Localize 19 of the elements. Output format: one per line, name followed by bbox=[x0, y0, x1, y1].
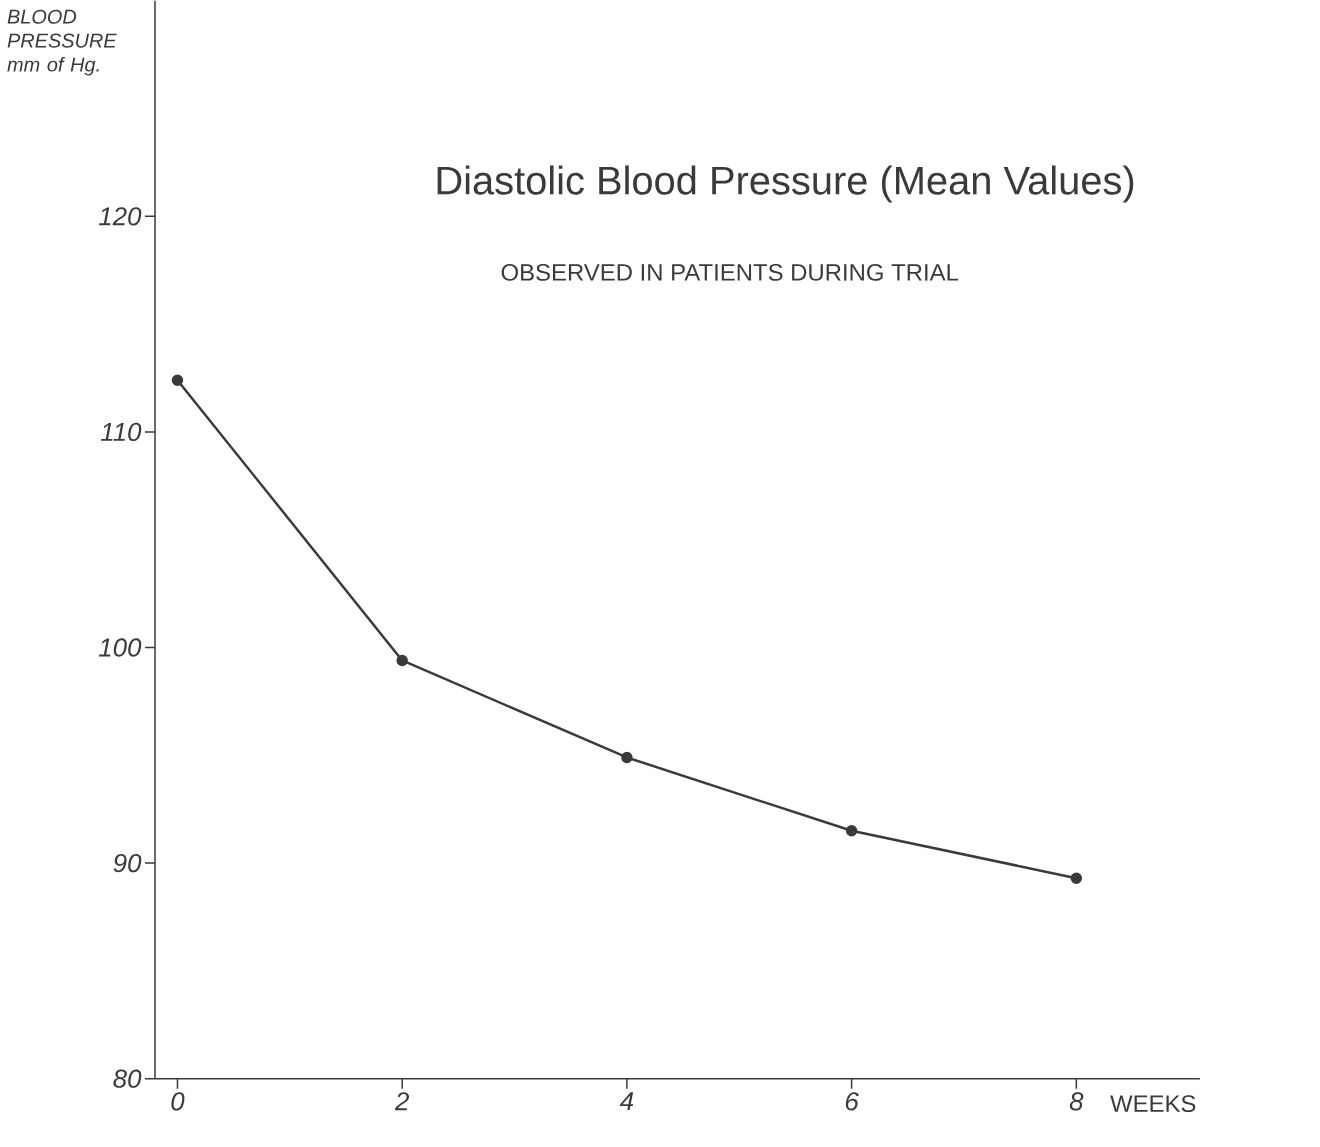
x-tick-label: 0 bbox=[171, 1092, 185, 1111]
y-tick-label: 80 bbox=[113, 1069, 142, 1089]
x-axis-title: WEEKS bbox=[1110, 1095, 1196, 1113]
text: OBSERVED IN PATIENTS DURING TRIAL bbox=[501, 264, 959, 281]
text: Diastolic Blood Pressure (Mean Values) bbox=[437, 165, 1134, 203]
point bbox=[171, 374, 184, 387]
y-tick-label: 90 bbox=[113, 854, 142, 873]
point bbox=[845, 825, 858, 837]
x-tick-label: 8 bbox=[1069, 1092, 1084, 1111]
y-tick-label: 100 bbox=[98, 638, 142, 657]
point bbox=[621, 751, 633, 764]
x-tick-label: 6 bbox=[845, 1092, 859, 1111]
y-tick-label: 120 bbox=[98, 207, 142, 226]
x-tick-label: 4 bbox=[619, 1092, 634, 1111]
x-tick-label: 2 bbox=[394, 1092, 410, 1111]
point bbox=[1070, 872, 1083, 885]
y-tick-label: 110 bbox=[100, 422, 142, 442]
point bbox=[396, 654, 408, 667]
y-axis-title: BLOOD PRESSURE mm of Hg. bbox=[7, 9, 117, 76]
